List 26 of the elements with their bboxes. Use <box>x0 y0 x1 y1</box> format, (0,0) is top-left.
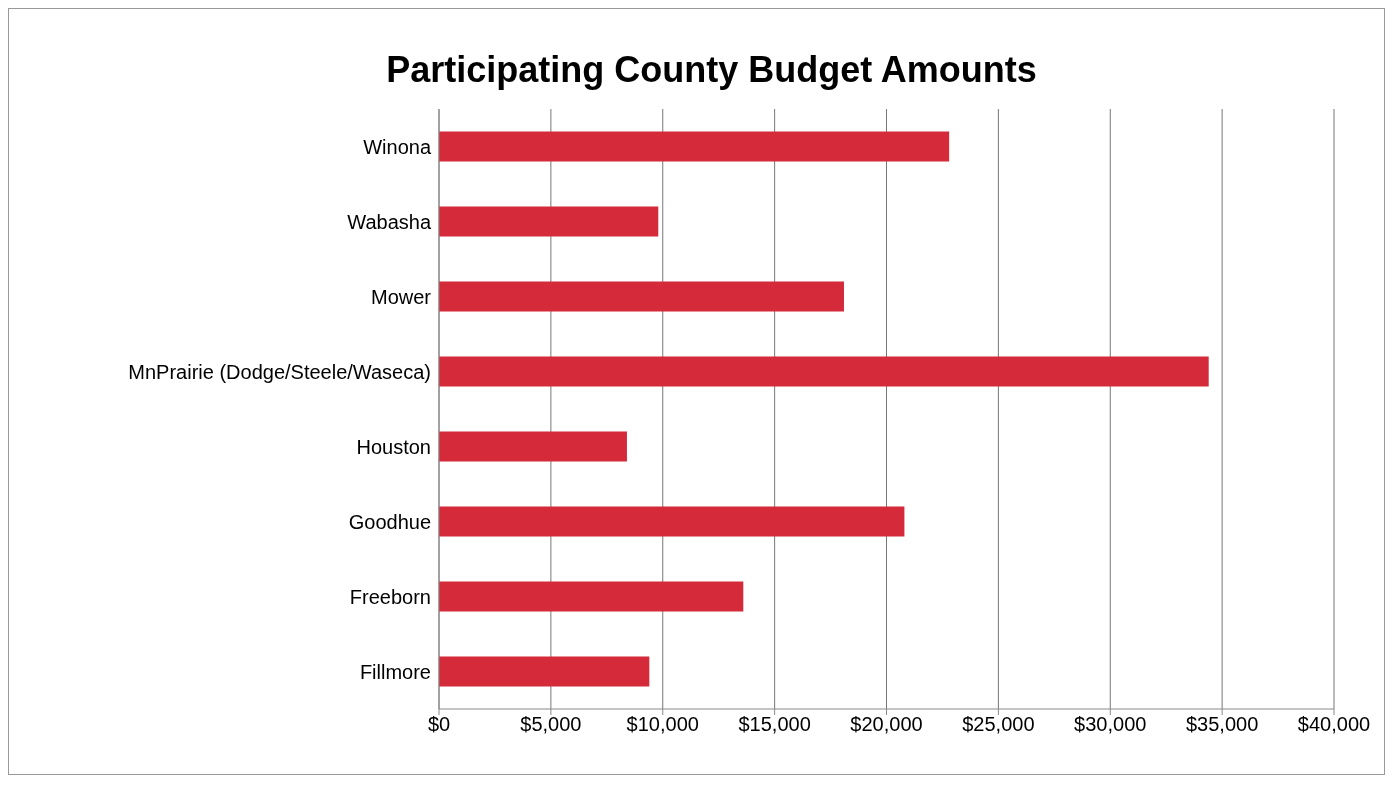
bar <box>439 281 844 312</box>
y-tick-label: Winona <box>363 135 432 158</box>
chart-title: Participating County Budget Amounts <box>385 49 1038 91</box>
bar <box>439 656 650 687</box>
y-tick-label: MnPrairie (Dodge/Steele/Waseca) <box>128 360 431 383</box>
y-tick-label: Mower <box>370 285 432 308</box>
y-tick-label: Goodhue <box>348 510 431 533</box>
bar <box>439 206 659 237</box>
y-tick-label: Houston <box>356 435 431 458</box>
x-tick-label: $15,000 <box>738 713 811 736</box>
bar <box>439 131 950 162</box>
x-tick-label: $20,000 <box>850 713 923 736</box>
x-tick-label: $40,000 <box>1297 713 1371 736</box>
bar <box>439 356 1209 387</box>
x-tick-label: $30,000 <box>1074 713 1147 736</box>
bar <box>439 506 905 537</box>
x-tick-label: $10,000 <box>626 713 699 736</box>
x-tick-label: $35,000 <box>1185 713 1259 736</box>
y-tick-label: Freeborn <box>349 585 431 608</box>
x-tick-label: $25,000 <box>962 713 1035 736</box>
y-tick-label: Fillmore <box>359 660 431 683</box>
y-tick-label: Wabasha <box>347 210 432 233</box>
x-tick-label: $0 <box>427 713 451 736</box>
x-tick-label: $5,000 <box>520 713 582 736</box>
bar <box>439 581 744 612</box>
bar <box>439 431 627 462</box>
